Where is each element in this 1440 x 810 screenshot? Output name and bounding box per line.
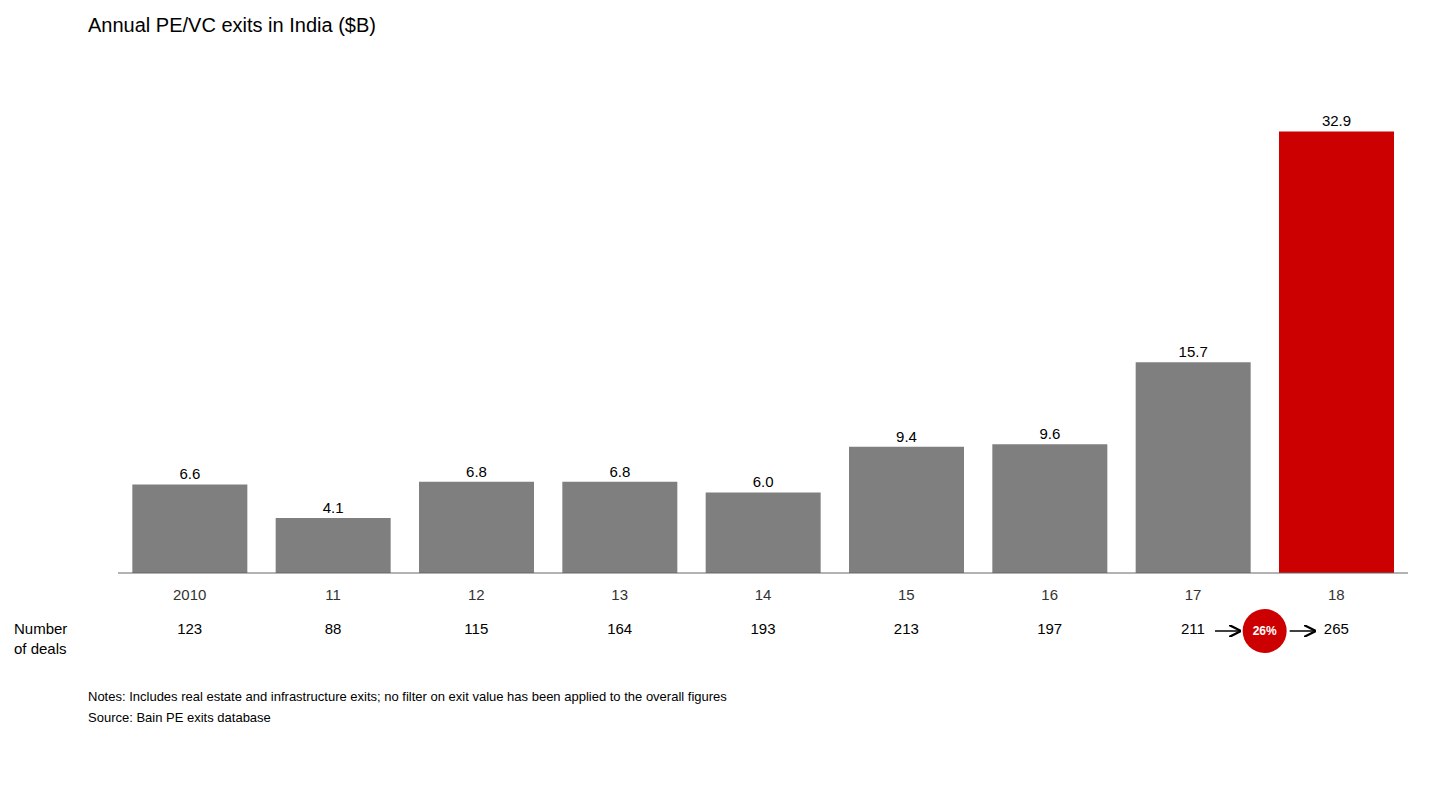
svg-text:of deals: of deals — [14, 640, 67, 657]
svg-text:14: 14 — [755, 586, 772, 603]
svg-text:88: 88 — [325, 620, 342, 637]
html-text:Source: Bain PE exits database: Source: Bain PE exits database — [88, 710, 271, 725]
svg-text:164: 164 — [607, 620, 632, 637]
svg-text:18: 18 — [1328, 586, 1345, 603]
svg-text:123: 123 — [177, 620, 202, 637]
svg-text:16: 16 — [1041, 586, 1058, 603]
svg-text:17: 17 — [1185, 586, 1202, 603]
html-text:Notes: Includes real estate an: Notes: Includes real estate and infrastr… — [88, 689, 727, 704]
svg-text:32.9: 32.9 — [1322, 112, 1351, 129]
svg-text:6.6: 6.6 — [179, 465, 200, 482]
html-text:Annual PE/VC exits in India ($: Annual PE/VC exits in India ($B) — [88, 14, 376, 36]
svg-text:197: 197 — [1037, 620, 1062, 637]
svg-text:11: 11 — [325, 586, 341, 603]
svg-text:6.8: 6.8 — [609, 463, 630, 480]
svg-text:2010: 2010 — [173, 586, 206, 603]
svg-text:9.4: 9.4 — [896, 428, 917, 445]
svg-text:15: 15 — [898, 586, 915, 603]
svg-text:Number: Number — [14, 620, 67, 637]
svg-text:213: 213 — [894, 620, 919, 637]
svg-text:9.6: 9.6 — [1039, 425, 1060, 442]
svg-text:13: 13 — [611, 586, 628, 603]
svg-text:6.8: 6.8 — [466, 463, 487, 480]
svg-text:15.7: 15.7 — [1179, 343, 1208, 360]
svg-text:6.0: 6.0 — [753, 473, 774, 490]
svg-text:12: 12 — [468, 586, 485, 603]
svg-text:115: 115 — [464, 620, 488, 637]
svg-text:193: 193 — [750, 620, 775, 637]
svg-text:26%: 26% — [1253, 624, 1277, 638]
svg-text:211: 211 — [1181, 620, 1205, 637]
svg-text:4.1: 4.1 — [323, 499, 344, 516]
svg-text:265: 265 — [1324, 620, 1349, 637]
